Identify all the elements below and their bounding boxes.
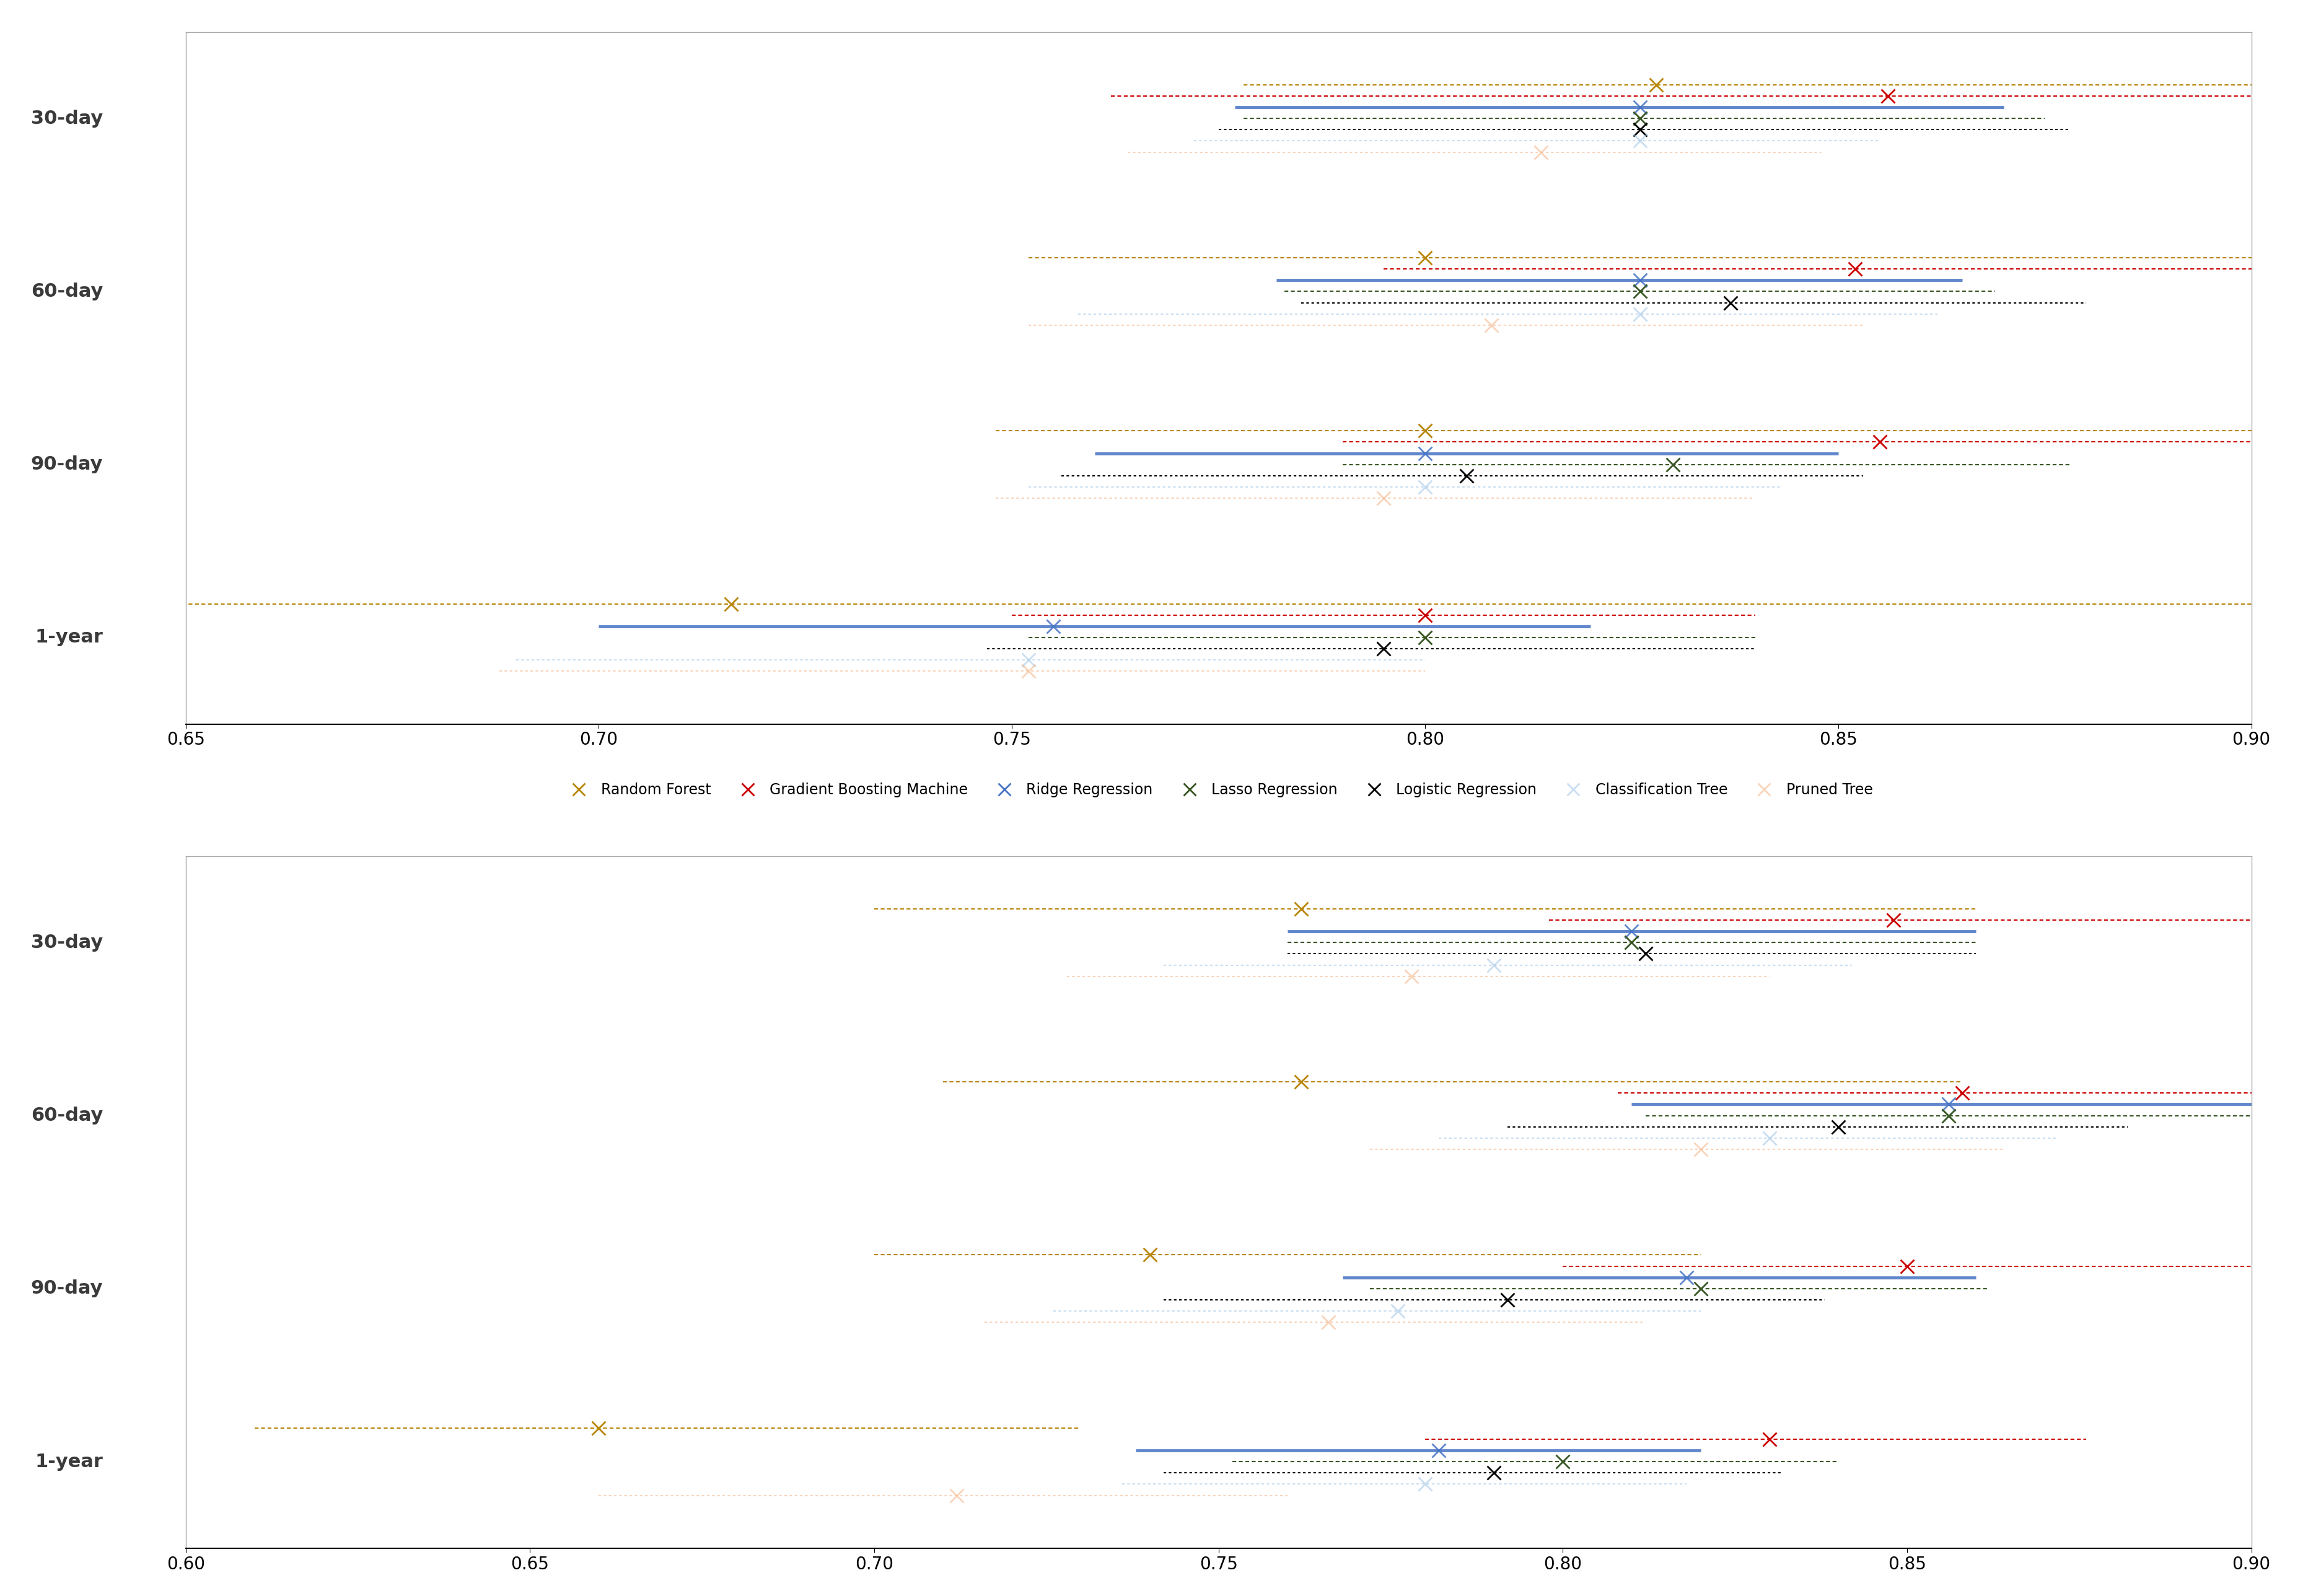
Text: 60-day: 60-day xyxy=(30,282,102,300)
Legend: Random Forest, Gradient Boosting Machine, Ridge Regression, Lasso Regression, Lo: Random Forest, Gradient Boosting Machine… xyxy=(559,777,1878,803)
Text: 90-day: 90-day xyxy=(30,455,102,474)
Text: 1-year: 1-year xyxy=(35,1452,102,1470)
Text: 60-day: 60-day xyxy=(30,1106,102,1125)
Text: 30-day: 30-day xyxy=(30,110,102,128)
Text: 1-year: 1-year xyxy=(35,629,102,646)
Text: 30-day: 30-day xyxy=(30,934,102,951)
Text: 90-day: 90-day xyxy=(30,1280,102,1298)
